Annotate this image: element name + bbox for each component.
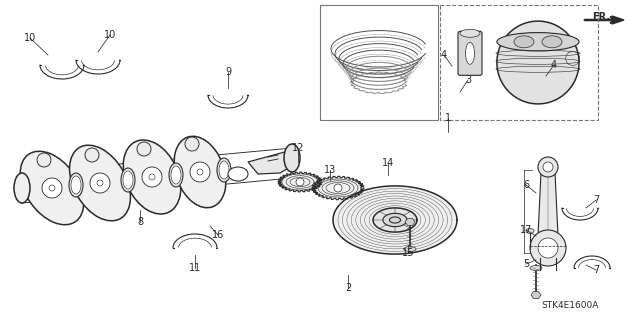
Ellipse shape	[123, 171, 133, 189]
Text: 7: 7	[593, 195, 599, 205]
Text: 14: 14	[382, 158, 394, 168]
Circle shape	[190, 162, 210, 182]
Ellipse shape	[69, 173, 83, 197]
Circle shape	[530, 230, 566, 266]
Circle shape	[85, 148, 99, 162]
Ellipse shape	[460, 29, 480, 37]
Circle shape	[334, 184, 342, 192]
Circle shape	[149, 174, 155, 180]
Ellipse shape	[20, 151, 84, 225]
Circle shape	[185, 137, 199, 151]
Text: 11: 11	[189, 263, 201, 273]
Text: 10: 10	[24, 33, 36, 43]
Ellipse shape	[121, 168, 135, 192]
Text: 3: 3	[465, 75, 471, 85]
Circle shape	[142, 167, 162, 187]
Polygon shape	[278, 172, 322, 192]
Ellipse shape	[542, 36, 562, 48]
Polygon shape	[612, 16, 624, 24]
Polygon shape	[333, 186, 457, 254]
Circle shape	[42, 178, 62, 198]
Text: 16: 16	[212, 230, 224, 240]
Text: 6: 6	[523, 180, 529, 190]
Ellipse shape	[497, 33, 579, 51]
Circle shape	[296, 178, 304, 186]
Circle shape	[543, 162, 553, 172]
Ellipse shape	[171, 166, 181, 184]
Ellipse shape	[70, 145, 131, 221]
Circle shape	[97, 180, 103, 186]
Ellipse shape	[169, 163, 183, 187]
Ellipse shape	[217, 158, 231, 182]
Text: 5: 5	[523, 259, 529, 269]
Polygon shape	[405, 219, 415, 226]
Text: 15: 15	[402, 248, 414, 258]
Text: 12: 12	[292, 143, 304, 153]
Circle shape	[197, 169, 203, 175]
Polygon shape	[373, 208, 417, 232]
Ellipse shape	[174, 136, 226, 208]
Ellipse shape	[530, 265, 542, 271]
Ellipse shape	[465, 42, 474, 64]
Text: 7: 7	[593, 265, 599, 275]
Ellipse shape	[71, 176, 81, 194]
Ellipse shape	[14, 173, 30, 203]
Text: 10: 10	[104, 30, 116, 40]
Text: 4: 4	[551, 60, 557, 70]
Text: 13: 13	[324, 165, 336, 175]
Text: 2: 2	[345, 283, 351, 293]
Bar	[440, 5, 598, 120]
Text: STK4E1600A: STK4E1600A	[541, 300, 598, 309]
Ellipse shape	[219, 161, 229, 179]
Circle shape	[538, 238, 558, 258]
Text: 8: 8	[137, 217, 143, 227]
Circle shape	[37, 153, 51, 167]
Text: 1: 1	[445, 113, 451, 123]
Bar	[320, 5, 438, 120]
FancyBboxPatch shape	[458, 31, 482, 75]
Circle shape	[137, 142, 151, 156]
Circle shape	[90, 173, 110, 193]
Polygon shape	[531, 292, 541, 299]
Ellipse shape	[284, 144, 300, 172]
Text: FR.: FR.	[592, 12, 610, 22]
Text: 4: 4	[441, 50, 447, 60]
Polygon shape	[383, 213, 407, 227]
Ellipse shape	[526, 228, 534, 234]
Ellipse shape	[514, 36, 534, 48]
Circle shape	[49, 185, 55, 191]
Ellipse shape	[404, 247, 416, 251]
Circle shape	[538, 157, 558, 177]
Ellipse shape	[124, 140, 180, 214]
Text: 9: 9	[225, 67, 231, 77]
Ellipse shape	[497, 21, 579, 104]
Text: 17: 17	[520, 225, 532, 235]
Polygon shape	[538, 172, 558, 236]
Polygon shape	[248, 150, 292, 174]
Polygon shape	[312, 176, 364, 200]
Ellipse shape	[228, 167, 248, 181]
